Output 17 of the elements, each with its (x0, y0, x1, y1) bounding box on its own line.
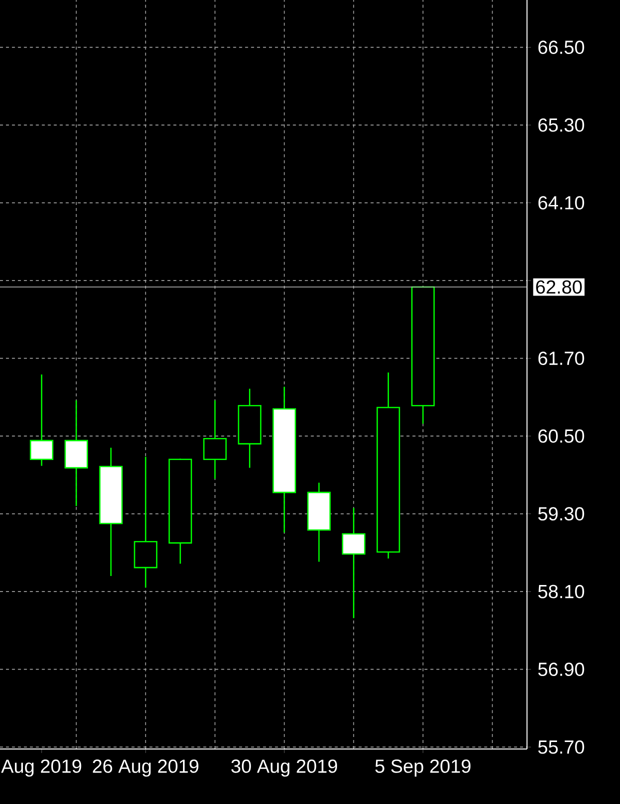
ref-line-label: 62.80 (536, 280, 582, 294)
candlestick (342, 507, 366, 619)
y-tick-label: 56.90 (538, 662, 584, 676)
candlestick (30, 374, 54, 466)
x-tick-label: 26 Aug 2019 (92, 759, 198, 777)
y-tick-label: 65.30 (538, 118, 584, 132)
y-tick-label: 60.50 (538, 429, 584, 443)
y-tick-label: 59.30 (538, 507, 584, 521)
x-tick-label: 5 Sep 2019 (375, 759, 470, 777)
y-tick-label: 58.10 (538, 584, 584, 598)
x-tick-label: 30 Aug 2019 (231, 759, 338, 777)
y-tick-label: 66.50 (538, 40, 584, 54)
candlestick (203, 400, 227, 480)
y-tick-label: 55.70 (538, 740, 584, 754)
y-tick-label: 61.70 (538, 352, 584, 365)
y-tick-label: 64.10 (538, 196, 584, 210)
x-tick-label: Aug 2019 (1, 759, 82, 777)
